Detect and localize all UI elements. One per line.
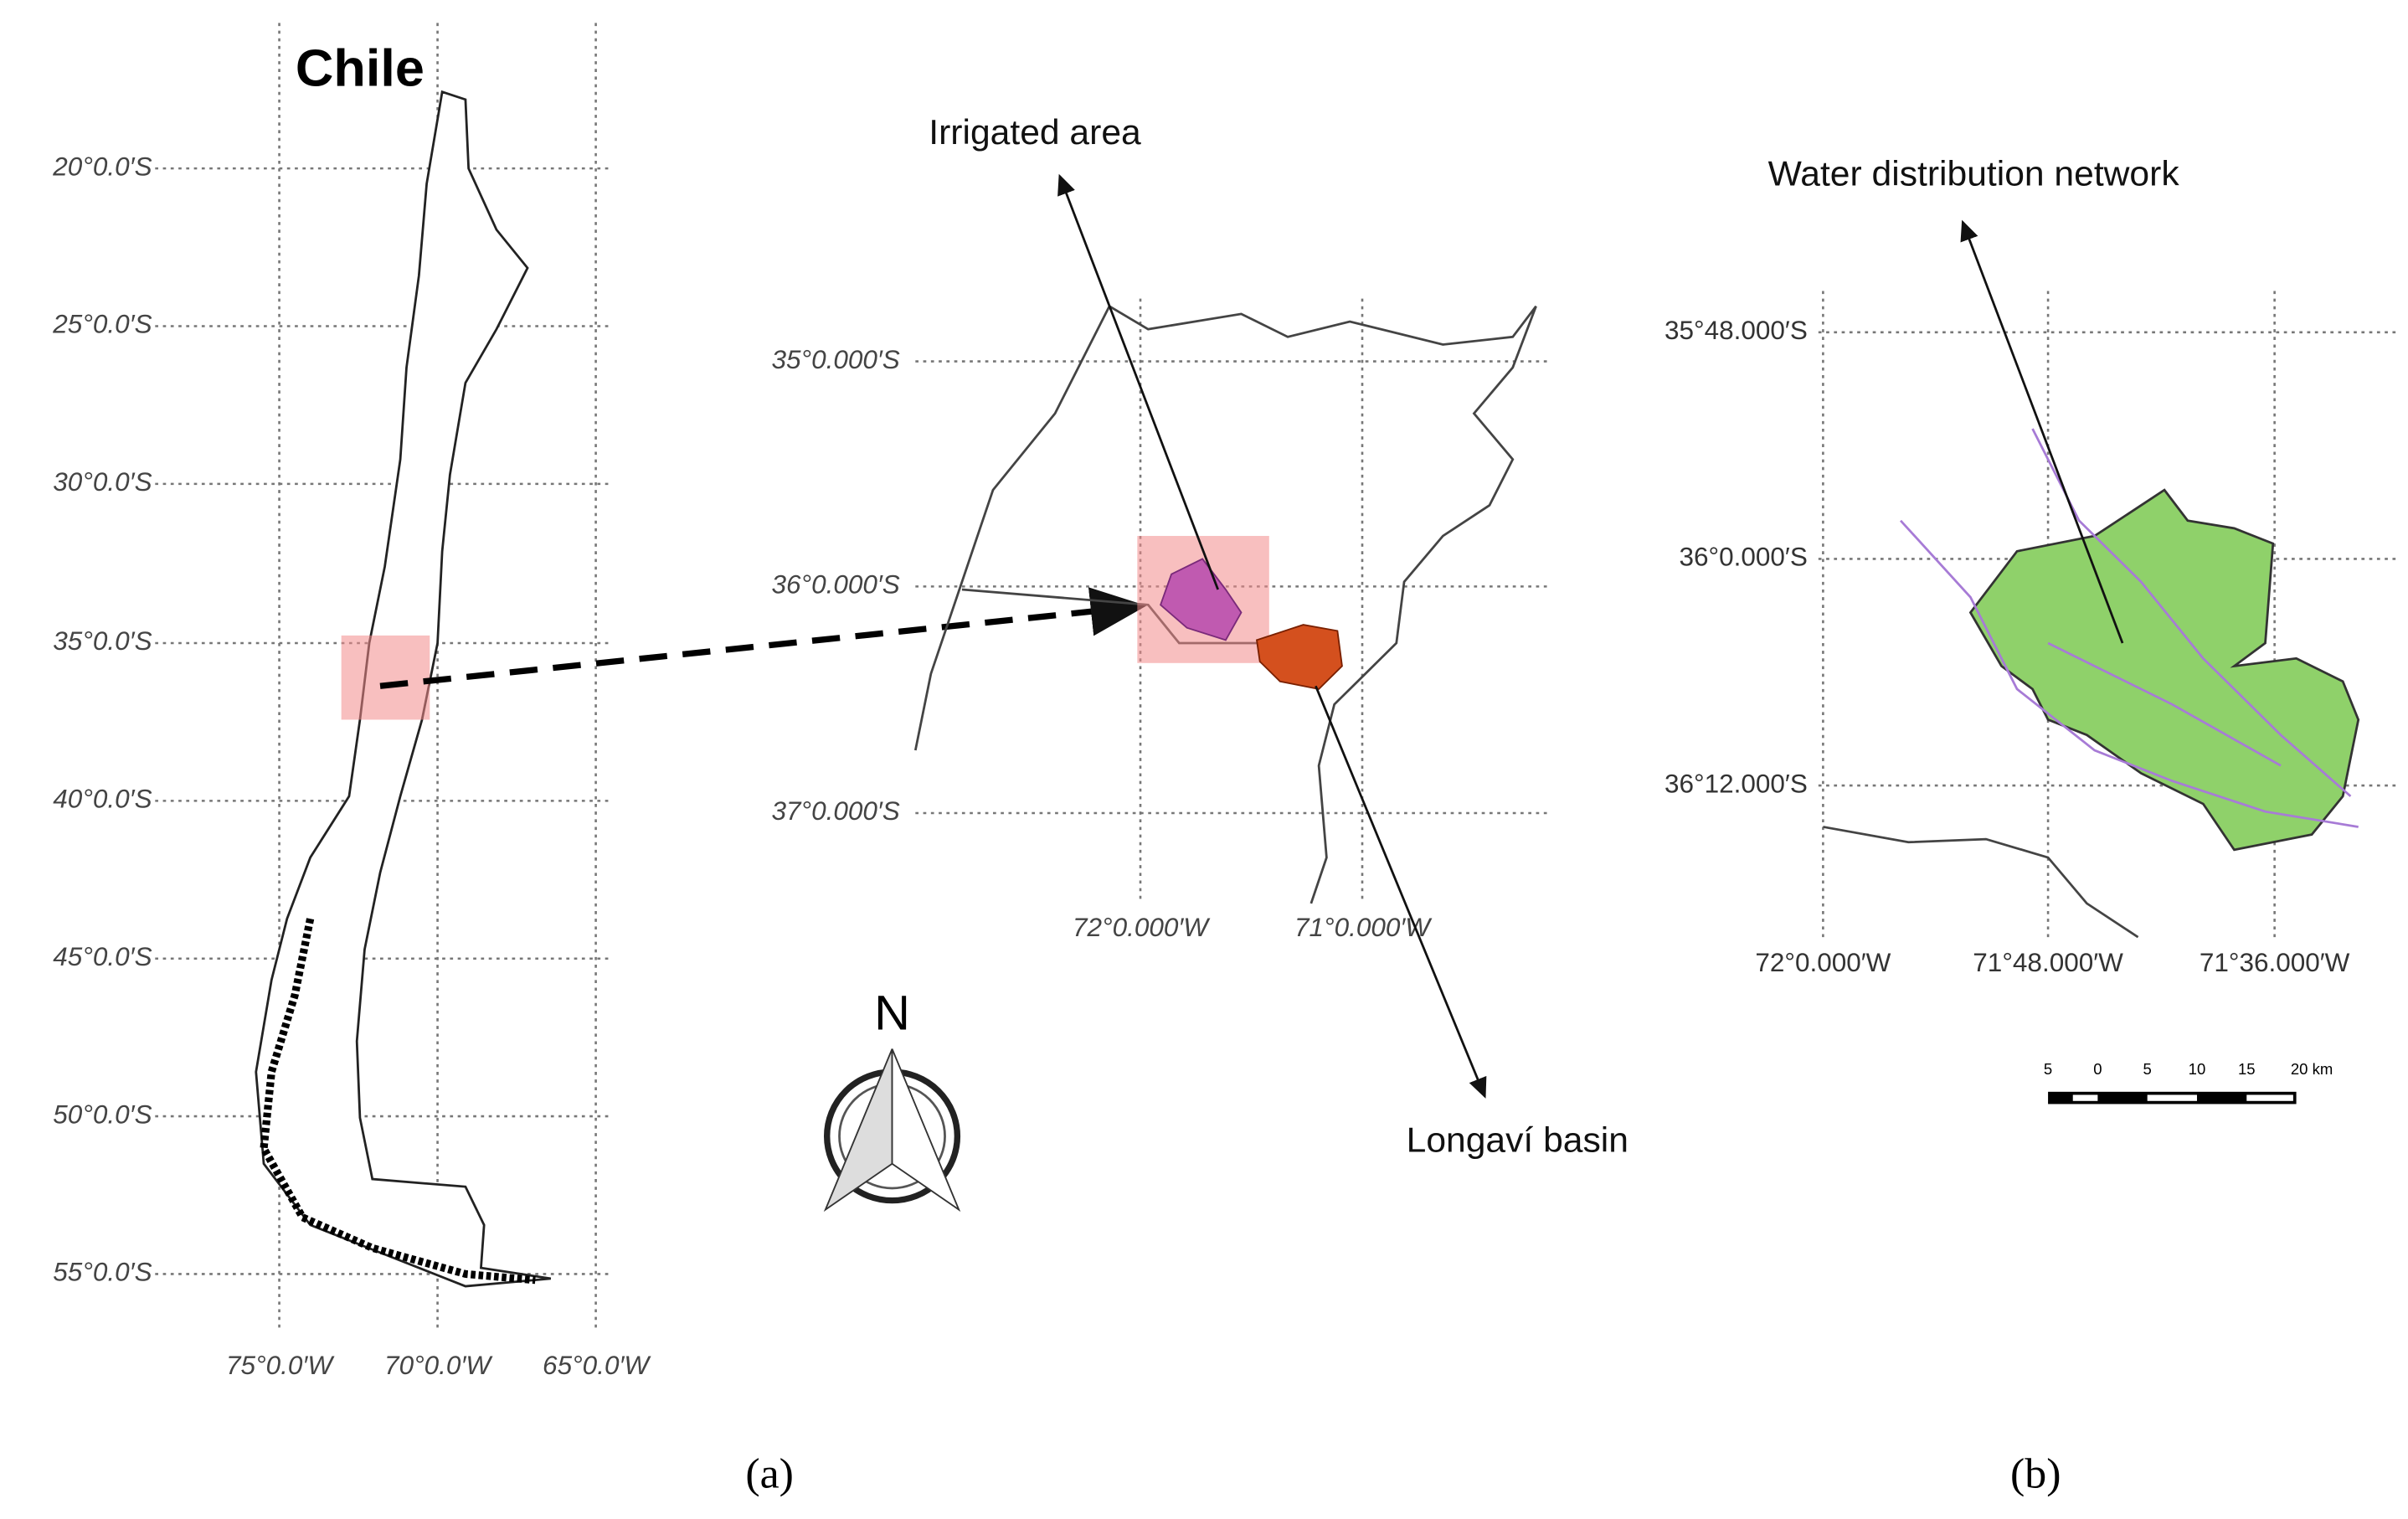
longavi-basin — [1255, 624, 1343, 690]
scale-label: 20 km — [2291, 1060, 2333, 1078]
region-outline — [913, 305, 1537, 904]
north-arrow — [823, 1048, 961, 1213]
caption: (a) — [745, 1450, 794, 1498]
pointer-arrow — [1960, 219, 2124, 644]
lat-label: 20°0.0′S — [52, 152, 152, 182]
annotation: Water distribution network — [1768, 154, 2180, 193]
irrigated-area — [1968, 488, 2360, 852]
lon-label: 70°0.0′W — [384, 1351, 493, 1380]
lat-label: 30°0.0′S — [53, 467, 152, 497]
scale-bar — [2048, 1091, 2297, 1104]
lon-label: 71°48.000′W — [1973, 948, 2123, 977]
lon-label: 71°36.000′W — [2200, 948, 2350, 977]
lat-label: 35°0.000′S — [771, 345, 899, 374]
scale-label: 0 — [2093, 1060, 2102, 1078]
lat-label: 50°0.0′S — [53, 1099, 152, 1129]
scale-label: 5 — [2044, 1060, 2052, 1078]
lat-label: 40°0.0′S — [53, 785, 152, 814]
lat-label: 36°12.000′S — [1665, 769, 1808, 798]
link-arrow — [379, 587, 1147, 689]
lon-label: 71°0.000′W — [1294, 913, 1433, 942]
lat-label: 55°0.0′S — [53, 1258, 152, 1287]
lat-label: 36°0.000′S — [1680, 543, 1808, 572]
scale-label: 10 — [2189, 1060, 2206, 1078]
lat-label: 36°0.000′S — [771, 570, 899, 600]
lon-label: 72°0.000′W — [1755, 948, 1891, 977]
lat-label: 45°0.0′S — [53, 942, 152, 971]
map-title: Chile — [296, 39, 424, 98]
annotation: Longaví basin — [1407, 1120, 1628, 1160]
lat-label: 25°0.0′S — [52, 310, 152, 339]
scale-label: 15 — [2238, 1060, 2256, 1078]
region-outline — [1823, 826, 2139, 939]
lat-label: 37°0.000′S — [771, 796, 899, 826]
lon-label: 65°0.0′W — [543, 1351, 651, 1380]
lon-label: 75°0.0′W — [226, 1351, 335, 1380]
pointer-arrow — [1057, 173, 1219, 590]
irrigated-area — [1160, 558, 1243, 641]
lat-label: 35°48.000′S — [1665, 316, 1808, 345]
highlight-box — [341, 635, 430, 720]
annotation: Irrigated area — [929, 112, 1141, 152]
caption: (b) — [2010, 1450, 2061, 1498]
pointer-arrow — [1315, 685, 1487, 1099]
lat-label: 35°0.0′S — [53, 626, 152, 656]
lon-label: 72°0.000′W — [1073, 913, 1211, 942]
scale-label: 5 — [2143, 1060, 2152, 1078]
north-label: N — [874, 986, 910, 1041]
patagonia-islands — [260, 918, 536, 1285]
maps — [255, 90, 2360, 1288]
